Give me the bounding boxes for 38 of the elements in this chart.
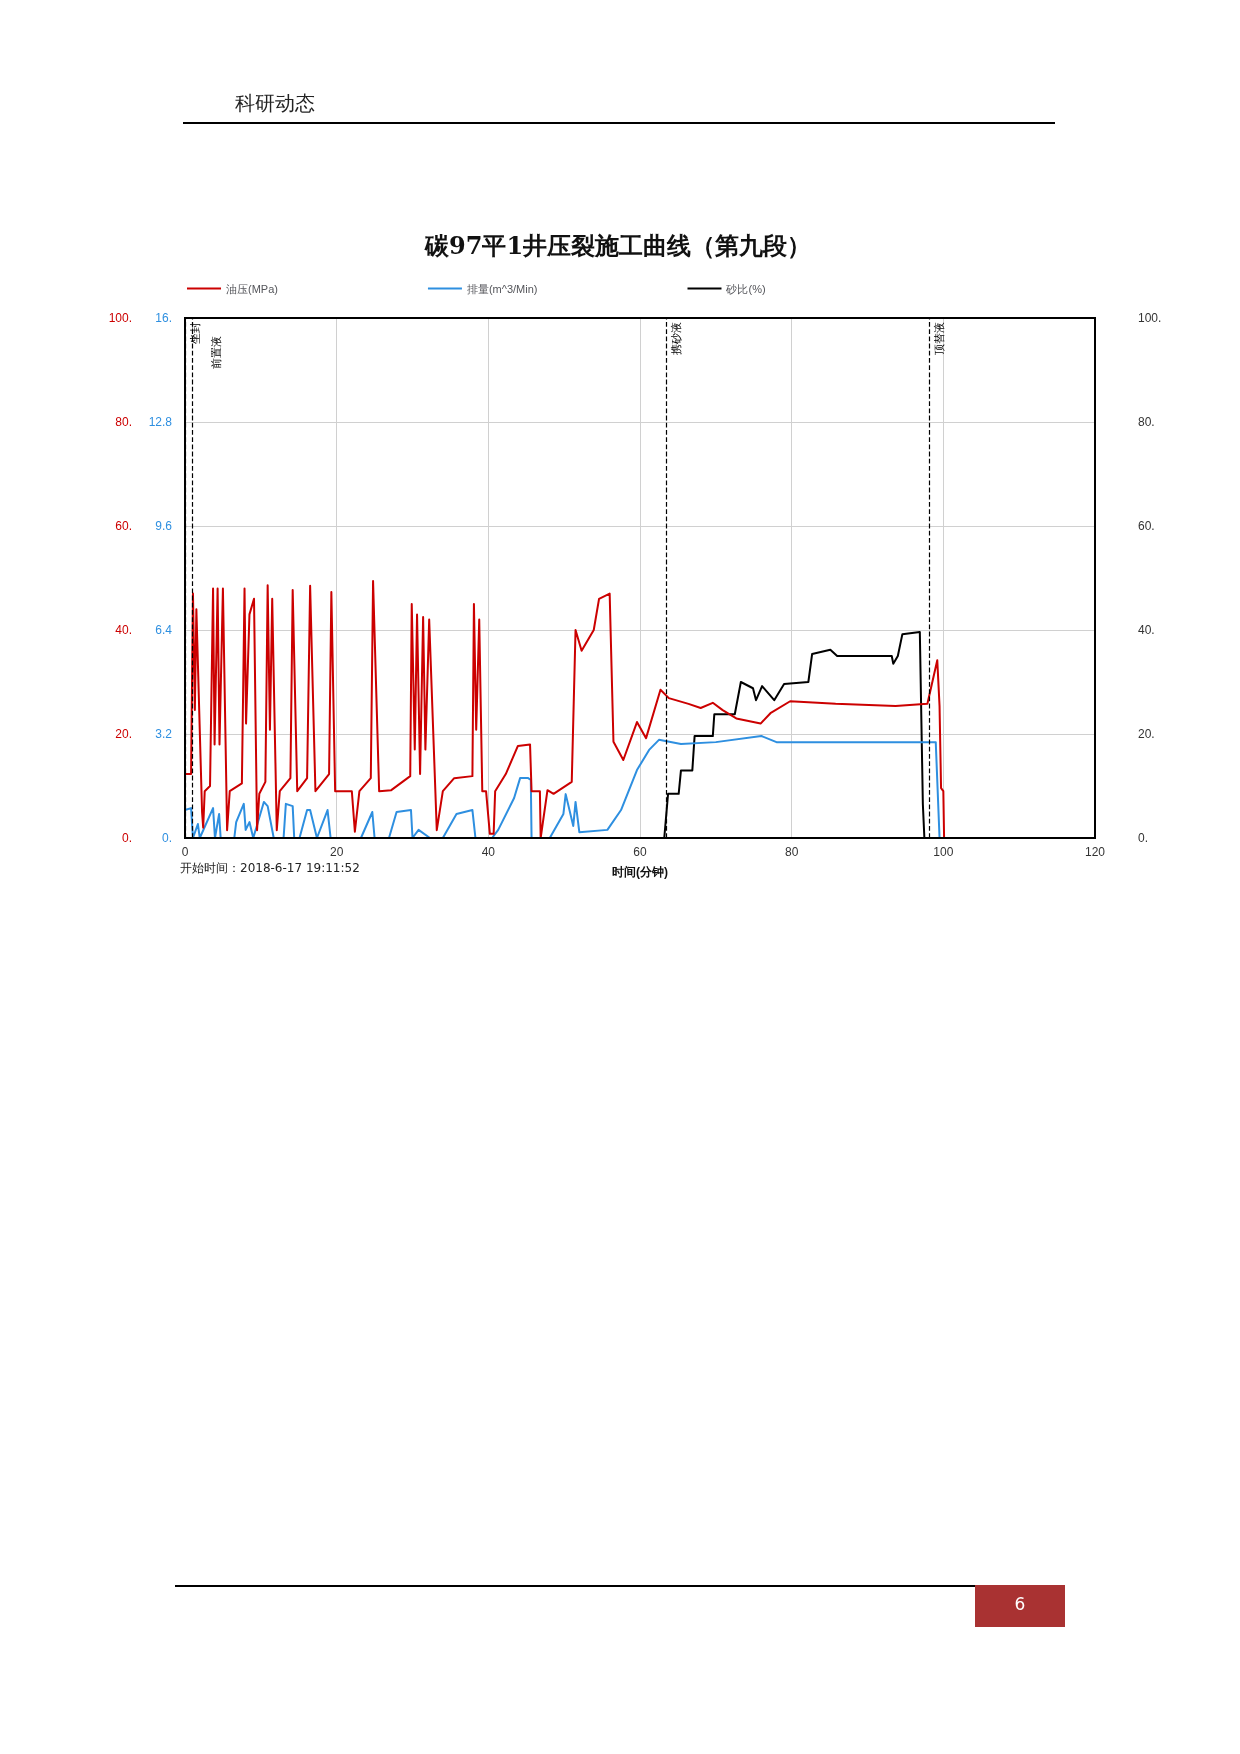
x-tick-label: 40 [481, 845, 496, 859]
legend-label: 砂比(%) [725, 282, 766, 295]
y-tick-label: 40. [115, 623, 132, 637]
y2-tick-label: 3.2 [155, 727, 173, 741]
ref-line-label: 前置液 [210, 336, 223, 369]
legend-label: 油压(MPa) [226, 282, 278, 295]
line-series [184, 734, 941, 839]
y-tick-label: 100. [108, 311, 132, 325]
y-tick-label: 20. [115, 727, 132, 741]
x-tick-label: 120 [1084, 845, 1106, 859]
text: 科研动态 [235, 90, 315, 117]
x-tick-label: 20 [329, 845, 344, 859]
y-tick-label: 0. [121, 831, 132, 845]
y3-tick-label: 100. [1138, 311, 1162, 325]
y2-tick-label: 9.6 [155, 519, 173, 533]
ref-line-label: 携砂液 [670, 322, 683, 355]
y3-tick-label: 60. [1138, 519, 1155, 533]
y-tick-label: 80. [115, 415, 132, 429]
x-tick-label: 60 [633, 845, 647, 859]
y2-tick-label: 16. [155, 311, 172, 325]
y3-tick-label: 40. [1138, 623, 1155, 637]
text: 6 [1013, 1594, 1027, 1614]
chart-title: 碳97平1井压裂施工曲线（第九段） [424, 230, 812, 260]
text: 开始时间：2018-6-17 19:11:52 [180, 861, 360, 875]
y2-tick-label: 6.4 [155, 623, 173, 637]
y2-tick-label: 12.8 [148, 415, 173, 429]
y3-tick-label: 80. [1138, 415, 1155, 429]
y3-tick-label: 0. [1138, 831, 1149, 845]
x-tick-label: 80 [784, 845, 799, 859]
y3-tick-label: 20. [1138, 727, 1155, 741]
x-axis-title: 时间(分钟) [612, 865, 668, 879]
ref-line-label: 顶替液 [933, 322, 946, 355]
legend-label: 排量(m^3/Min) [466, 282, 538, 295]
line-series [184, 580, 946, 839]
y-tick-label: 60. [115, 519, 132, 533]
y2-tick-label: 0. [161, 831, 172, 845]
x-tick-label: 100 [933, 845, 954, 859]
x-tick-label: 0 [181, 845, 189, 859]
